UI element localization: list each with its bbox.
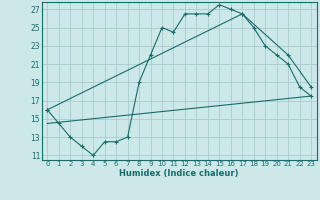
X-axis label: Humidex (Indice chaleur): Humidex (Indice chaleur) xyxy=(119,169,239,178)
